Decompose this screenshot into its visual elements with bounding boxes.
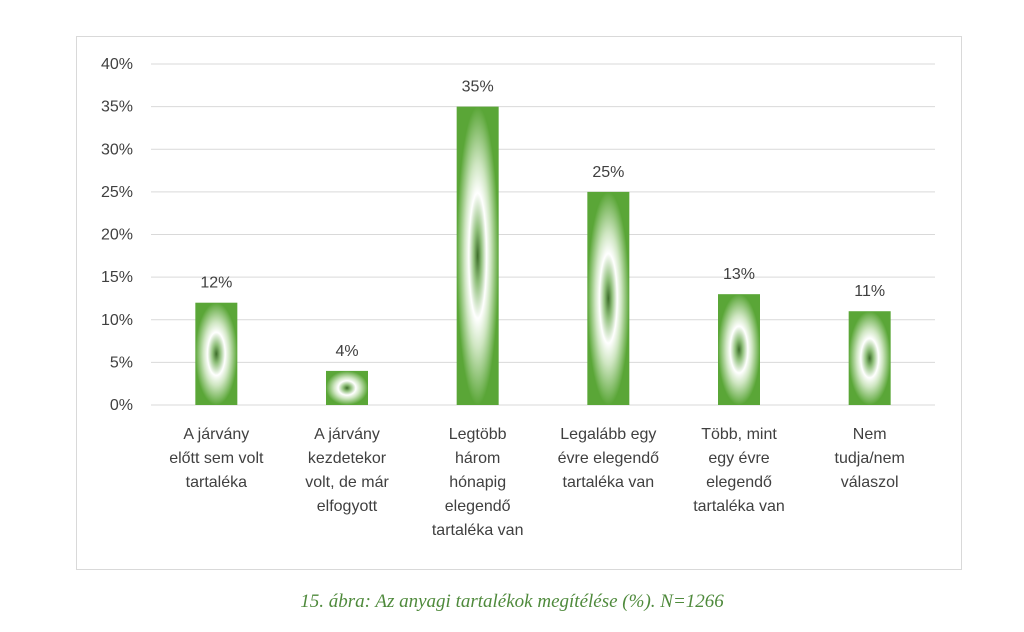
- data-label: 25%: [592, 164, 624, 181]
- bar: [326, 370, 368, 405]
- chart-frame: 0% 5% 10% 15% 20% 25% 30% 35% 40% 12% 4% 35% 25% 13%…: [76, 36, 962, 570]
- y-tick-label: 25%: [101, 184, 133, 201]
- y-tick-label: 15%: [101, 269, 133, 286]
- bar: [848, 311, 891, 405]
- y-tick-label: 30%: [101, 141, 133, 158]
- data-label: 11%: [854, 283, 885, 300]
- bar: [456, 106, 499, 405]
- data-label: 12%: [200, 275, 232, 292]
- bar: [195, 302, 238, 405]
- category-label: A járvány előtt sem volt tartaléka: [169, 426, 264, 491]
- bar: [587, 191, 630, 405]
- data-label: 13%: [723, 266, 755, 283]
- category-label: Nem tudja/nem válaszol: [835, 426, 905, 491]
- y-tick-label: 40%: [101, 56, 133, 73]
- y-tick-label: 5%: [110, 354, 133, 371]
- bar: [718, 294, 760, 405]
- y-tick-label: 20%: [101, 227, 133, 244]
- y-tick-label: 0%: [110, 397, 133, 414]
- category-label: Legalább egy évre elegendő tartaléka van: [558, 426, 660, 491]
- data-label: 4%: [335, 343, 358, 360]
- category-label: A járvány kezdetekor volt, de már elfogyott: [305, 426, 389, 515]
- figure-caption: 15. ábra: Az anyagi tartalékok megítélés…: [300, 591, 724, 612]
- y-tick-label: 35%: [101, 99, 133, 116]
- y-tick-label: 10%: [101, 312, 133, 329]
- category-label: Több, mint egy évre elegendő tartaléka van: [693, 426, 785, 515]
- bar-chart: 0% 5% 10% 15% 20% 25% 30% 35% 40% 12% 4% 35% 25% 13%…: [101, 56, 935, 539]
- data-label: 35%: [462, 79, 494, 96]
- category-label: Legtöbb három hónapig elegendő tartaléka van: [432, 426, 524, 539]
